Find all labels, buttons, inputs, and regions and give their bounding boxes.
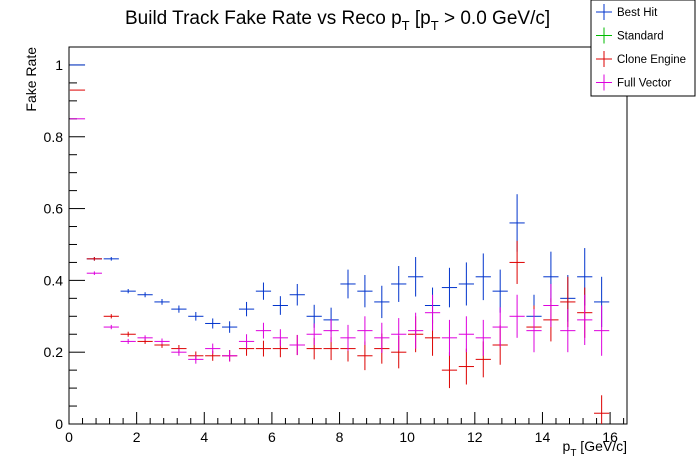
data-point [103,324,119,330]
x-tick-label: 12 [467,429,483,445]
legend-label: Clone Engine [617,54,686,66]
data-point [441,267,458,308]
data-point [137,292,153,298]
x-tick-label: 0 [65,429,73,445]
data-point [272,296,288,315]
data-point [374,322,390,353]
series-clone-engine [69,89,610,424]
legend-entry: Standard [596,27,664,44]
data-point [475,253,491,301]
y-tick-label: 0.6 [44,201,64,217]
y-tick-label: 1 [55,57,63,73]
data-point [137,335,153,341]
x-tick-label: 14 [535,429,551,445]
data-point [171,305,187,313]
data-point [323,319,339,343]
data-point [340,269,356,299]
data-point [543,283,559,328]
data-point [86,271,102,275]
legend-label: Best Hit [617,7,658,19]
data-point [509,294,525,338]
data-point [154,299,170,305]
data-point [289,283,305,306]
data-point [408,312,424,349]
data-point [255,322,272,339]
legend-label: Full Vector [617,78,671,90]
data-point [577,294,593,346]
data-point [509,240,525,284]
data-point [475,319,491,356]
data-point [492,307,508,347]
data-point [171,348,187,356]
data-point [458,316,474,353]
data-point [205,343,221,354]
data-point [340,324,356,351]
data-point [188,355,204,364]
data-point [458,348,474,385]
data-point [441,352,458,389]
data-point [492,269,508,313]
x-tick-label: 16 [602,429,618,445]
data-point [86,257,102,261]
data-point [255,340,272,357]
data-point [238,334,255,349]
legend-box [590,0,696,97]
data-point [374,285,390,319]
x-axis-label: pT [GeV/c] [563,438,627,459]
data-point [103,257,119,261]
plot-frame [68,46,628,425]
data-point [120,288,136,294]
x-tick-label: 4 [200,429,208,445]
data-point [357,274,373,308]
data-point [154,338,170,345]
legend: Best Hit Standard Clone Engine Full Vector [590,0,696,97]
legend-entry: Full Vector [596,74,671,91]
data-point [594,395,610,424]
data-point [441,319,458,356]
y-tick-label: 0.4 [44,272,64,288]
data-point [458,262,474,306]
data-point [255,282,272,300]
data-point [120,331,136,337]
data-point [188,311,204,321]
data-point [594,305,610,356]
series-best-hit [69,64,610,338]
data-point [306,323,322,346]
data-point [238,301,255,317]
y-tick-label: 0.8 [44,129,64,145]
data-point [205,318,221,329]
data-point [289,334,305,356]
x-tick-label: 2 [133,429,141,445]
y-tick-label: 0.2 [44,344,64,360]
data-point [408,257,424,297]
data-series [69,64,610,424]
data-point [526,309,542,353]
data-point [391,266,407,302]
data-point [120,338,136,344]
data-point [424,294,441,331]
x-tick-label: 10 [399,429,415,445]
data-point [222,321,238,333]
series-full-vector [69,118,610,364]
legend-entry: Clone Engine [596,51,686,67]
x-tick-label: 6 [268,429,276,445]
chart-title: Build Track Fake Rate vs Reco pT [pT > 0… [125,8,550,33]
legend-label: Standard [617,31,664,43]
data-point [357,341,373,371]
data-point [391,318,407,351]
legend-entry: Best Hit [596,4,658,20]
data-point [357,316,373,346]
data-point [222,350,238,362]
data-point [272,329,288,347]
data-point [560,309,576,353]
y-axis-label: Fake Rate [23,47,39,112]
x-tick-label: 8 [336,429,344,445]
y-tick-label: 0 [55,416,63,432]
data-point [103,314,119,319]
axes: 0 2 4 6 8 10 12 14 16 0 0.2 0.4 0.6 0.8 1 [44,46,625,445]
